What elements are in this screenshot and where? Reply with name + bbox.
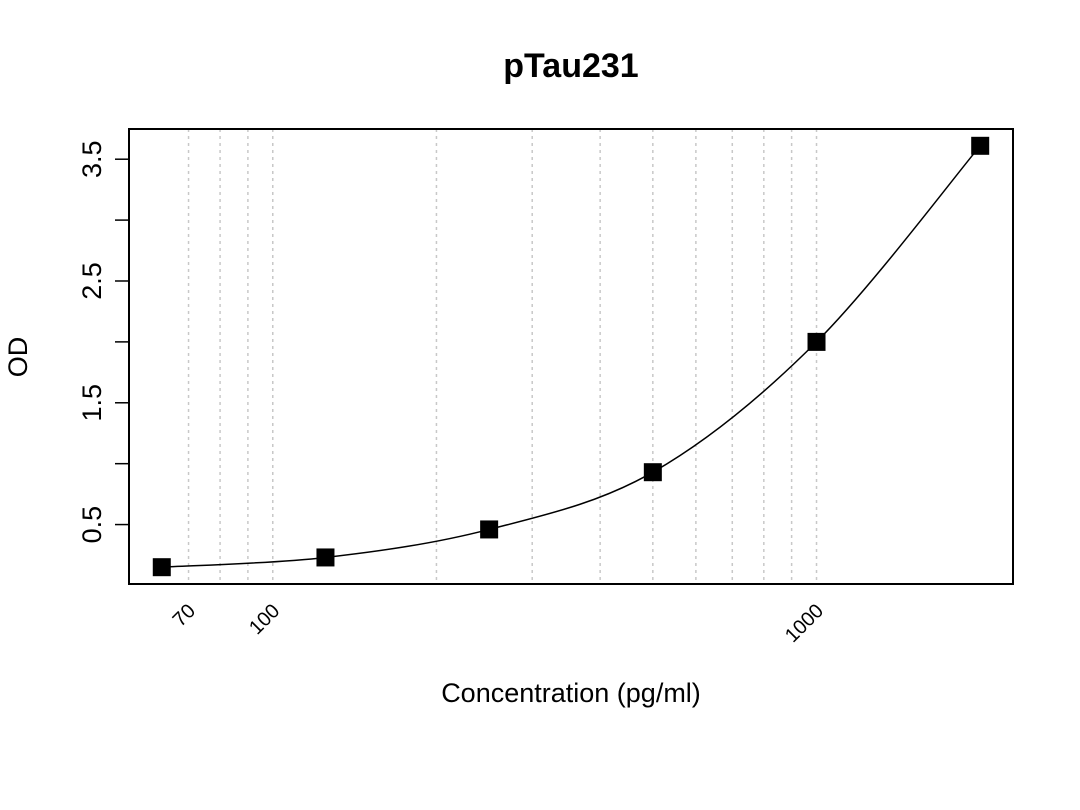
x-tick-label: 1000	[781, 600, 828, 647]
fit-line	[161, 145, 981, 568]
y-axis-label: OD	[3, 337, 33, 378]
data-point	[971, 136, 990, 155]
y-tick-label: 3.5	[77, 140, 107, 178]
x-axis-label: Concentration (pg/ml)	[441, 678, 701, 708]
chart-title: pTau231	[503, 47, 638, 85]
data-point	[152, 558, 171, 577]
y-tick-label: 0.5	[77, 506, 107, 544]
x-tick-label: 100	[245, 600, 284, 639]
data-point	[807, 332, 826, 351]
plot-frame	[128, 128, 1014, 585]
data-point	[316, 548, 335, 567]
y-tick-label: 1.5	[77, 384, 107, 422]
y-tick-label: 2.5	[77, 262, 107, 300]
data-point	[480, 520, 499, 539]
data-point	[643, 463, 662, 482]
x-tick-label: 70	[169, 600, 200, 631]
